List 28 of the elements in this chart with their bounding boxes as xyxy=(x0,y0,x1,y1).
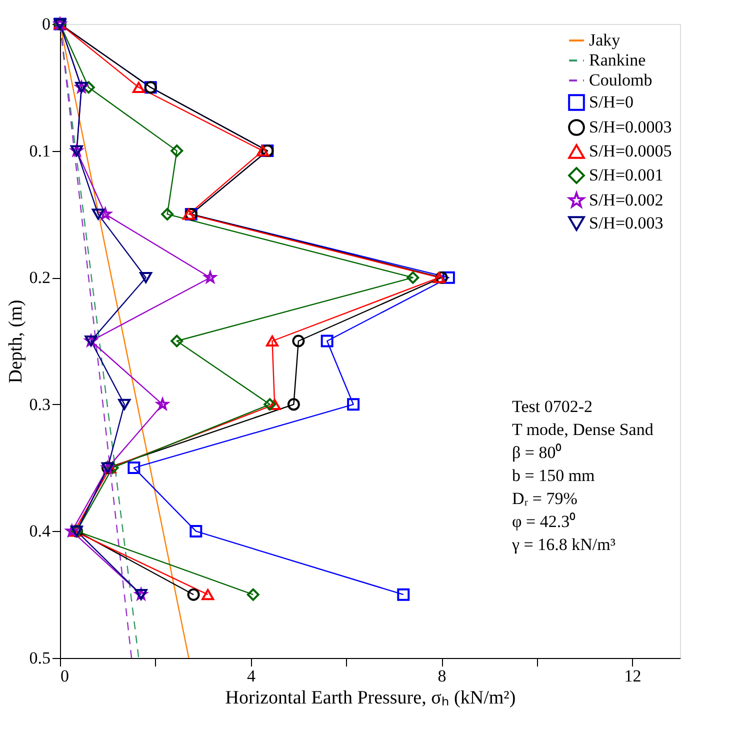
legend-label: S/H=0.0005 xyxy=(589,142,672,160)
annotation: b = 150 mm xyxy=(512,466,595,485)
x-tick-label: 8 xyxy=(438,666,446,686)
y-tick-label: 0.4 xyxy=(29,522,51,541)
x-axis-title: Horizontal Earth Pressure, σₕ (kN/m²) xyxy=(225,688,516,708)
legend-label: S/H=0.0003 xyxy=(589,118,672,136)
y-axis-title: Depth, (m) xyxy=(5,300,26,384)
legend-label: Jaky xyxy=(589,30,621,50)
y-tick-label: 0.5 xyxy=(29,648,50,668)
legend-label: Rankine xyxy=(589,50,646,70)
annotation: Test 0702-2 xyxy=(512,397,592,416)
x-tick-label: 12 xyxy=(624,666,642,686)
annotation: T mode, Dense Sand xyxy=(512,420,654,439)
y-tick-label: 0.3 xyxy=(29,394,50,414)
legend-label: Coulomb xyxy=(589,70,652,90)
x-tick-label: 4 xyxy=(247,666,256,686)
annotation: Dᵣ = 79% xyxy=(512,489,578,508)
annotation: γ = 16.8 kN/m³ xyxy=(511,535,616,554)
x-tick-label: 0 xyxy=(60,666,69,686)
y-tick-label: 0.2 xyxy=(29,268,50,288)
annotation: β = 80⁰ xyxy=(512,443,562,462)
annotation: φ = 42.3⁰ xyxy=(512,512,576,531)
legend-label: S/H=0.003 xyxy=(589,214,664,232)
legend-label: S/H=0 xyxy=(589,92,634,112)
legend-label: S/H=0.001 xyxy=(589,166,664,184)
legend-label: S/H=0.002 xyxy=(589,190,664,210)
y-tick-label: 0 xyxy=(42,14,50,34)
y-tick-label: 0.1 xyxy=(29,141,50,160)
